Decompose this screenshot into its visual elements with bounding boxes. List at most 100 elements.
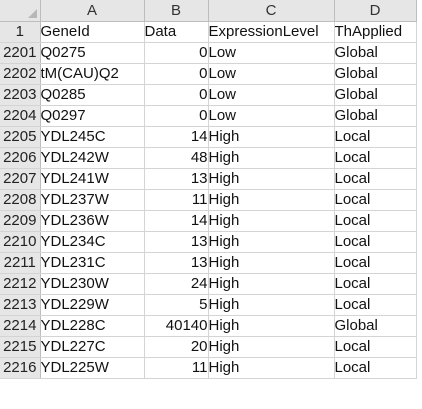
cell-a[interactable]: YDL230W bbox=[40, 273, 145, 295]
cell-c[interactable]: ExpressionLevel bbox=[208, 21, 335, 43]
cell-a[interactable]: YDL236W bbox=[40, 210, 145, 232]
cell-d[interactable]: Global bbox=[334, 63, 417, 85]
cell-c[interactable]: High bbox=[208, 294, 335, 316]
cell-b[interactable]: 0 bbox=[144, 84, 209, 106]
row-header[interactable]: 2201 bbox=[0, 42, 41, 64]
cell-d[interactable]: Local bbox=[334, 210, 417, 232]
cell-d[interactable]: Local bbox=[334, 231, 417, 253]
cell-b[interactable]: Data bbox=[144, 21, 209, 43]
cell-a[interactable]: GeneId bbox=[40, 21, 145, 43]
table-row: 2214 YDL228C 40140 High Global bbox=[0, 315, 417, 337]
cell-c[interactable]: High bbox=[208, 315, 335, 337]
cell-d[interactable]: ThApplied bbox=[334, 21, 417, 43]
column-header-a[interactable]: A bbox=[40, 0, 145, 22]
cell-b[interactable]: 13 bbox=[144, 168, 209, 190]
cell-a[interactable]: Q0275 bbox=[40, 42, 145, 64]
cell-b[interactable]: 24 bbox=[144, 273, 209, 295]
cell-a[interactable]: YDL237W bbox=[40, 189, 145, 211]
row-header[interactable]: 2215 bbox=[0, 336, 41, 358]
cell-b[interactable]: 0 bbox=[144, 63, 209, 85]
column-header-c[interactable]: C bbox=[208, 0, 335, 22]
cell-c[interactable]: High bbox=[208, 189, 335, 211]
cell-d[interactable]: Global bbox=[334, 105, 417, 127]
cell-b[interactable]: 5 bbox=[144, 294, 209, 316]
cell-c[interactable]: Low bbox=[208, 84, 335, 106]
cell-d[interactable]: Local bbox=[334, 273, 417, 295]
row-header[interactable]: 2212 bbox=[0, 273, 41, 295]
cell-c[interactable]: High bbox=[208, 147, 335, 169]
row-header[interactable]: 2202 bbox=[0, 63, 41, 85]
select-all-button[interactable] bbox=[0, 0, 41, 22]
table-row: 2208 YDL237W 11 High Local bbox=[0, 189, 417, 211]
cell-b[interactable]: 14 bbox=[144, 210, 209, 232]
cell-d[interactable]: Local bbox=[334, 252, 417, 274]
cell-a[interactable]: YDL225W bbox=[40, 357, 145, 379]
cell-b[interactable]: 0 bbox=[144, 105, 209, 127]
row-header[interactable]: 2214 bbox=[0, 315, 41, 337]
row-header[interactable]: 2204 bbox=[0, 105, 41, 127]
cell-c[interactable]: Low bbox=[208, 63, 335, 85]
cell-c[interactable]: Low bbox=[208, 42, 335, 64]
row-header[interactable]: 2205 bbox=[0, 126, 41, 148]
row-header[interactable]: 2208 bbox=[0, 189, 41, 211]
cell-b[interactable]: 40140 bbox=[144, 315, 209, 337]
cell-d[interactable]: Local bbox=[334, 357, 417, 379]
cell-c[interactable]: High bbox=[208, 168, 335, 190]
cell-c[interactable]: High bbox=[208, 273, 335, 295]
cell-a[interactable]: tM(CAU)Q2 bbox=[40, 63, 145, 85]
table-row: 2210 YDL234C 13 High Local bbox=[0, 231, 417, 253]
cell-a[interactable]: YDL227C bbox=[40, 336, 145, 358]
cell-d[interactable]: Local bbox=[334, 294, 417, 316]
spreadsheet-grid: A B C D 1 GeneId Data ExpressionLevel ThAppl… bbox=[0, 0, 417, 379]
row-header[interactable]: 2211 bbox=[0, 252, 41, 274]
cell-d[interactable]: Local bbox=[334, 168, 417, 190]
table-row: 2211 YDL231C 13 High Local bbox=[0, 252, 417, 274]
cell-d[interactable]: Global bbox=[334, 315, 417, 337]
cell-d[interactable]: Global bbox=[334, 84, 417, 106]
cell-c[interactable]: High bbox=[208, 210, 335, 232]
cell-b[interactable]: 13 bbox=[144, 252, 209, 274]
cell-d[interactable]: Local bbox=[334, 147, 417, 169]
cell-b[interactable]: 11 bbox=[144, 357, 209, 379]
cell-a[interactable]: YDL242W bbox=[40, 147, 145, 169]
cell-a[interactable]: YDL245C bbox=[40, 126, 145, 148]
cell-a[interactable]: YDL234C bbox=[40, 231, 145, 253]
cell-c[interactable]: Low bbox=[208, 105, 335, 127]
row-header[interactable]: 2203 bbox=[0, 84, 41, 106]
cell-c[interactable]: High bbox=[208, 126, 335, 148]
cell-c[interactable]: High bbox=[208, 231, 335, 253]
cell-c[interactable]: High bbox=[208, 252, 335, 274]
cell-c[interactable]: High bbox=[208, 357, 335, 379]
cell-d[interactable]: Global bbox=[334, 42, 417, 64]
cell-b[interactable]: 20 bbox=[144, 336, 209, 358]
row-header[interactable]: 2209 bbox=[0, 210, 41, 232]
cell-b[interactable]: 48 bbox=[144, 147, 209, 169]
cell-a[interactable]: YDL241W bbox=[40, 168, 145, 190]
cell-d[interactable]: Local bbox=[334, 336, 417, 358]
table-row: 1 GeneId Data ExpressionLevel ThApplied bbox=[0, 21, 417, 43]
row-header[interactable]: 2213 bbox=[0, 294, 41, 316]
column-header-b[interactable]: B bbox=[144, 0, 209, 22]
row-header[interactable]: 2216 bbox=[0, 357, 41, 379]
row-header[interactable]: 1 bbox=[0, 21, 41, 43]
cell-a[interactable]: YDL228C bbox=[40, 315, 145, 337]
table-row: 2213 YDL229W 5 High Local bbox=[0, 294, 417, 316]
cell-a[interactable]: YDL231C bbox=[40, 252, 145, 274]
row-header[interactable]: 2206 bbox=[0, 147, 41, 169]
cell-d[interactable]: Local bbox=[334, 126, 417, 148]
row-header[interactable]: 2210 bbox=[0, 231, 41, 253]
table-row: 2205 YDL245C 14 High Local bbox=[0, 126, 417, 148]
cell-b[interactable]: 0 bbox=[144, 42, 209, 64]
cell-b[interactable]: 13 bbox=[144, 231, 209, 253]
cell-c[interactable]: High bbox=[208, 336, 335, 358]
table-row: 2201 Q0275 0 Low Global bbox=[0, 42, 417, 64]
column-header-d[interactable]: D bbox=[334, 0, 417, 22]
cell-b[interactable]: 11 bbox=[144, 189, 209, 211]
cell-a[interactable]: YDL229W bbox=[40, 294, 145, 316]
table-row: 2212 YDL230W 24 High Local bbox=[0, 273, 417, 295]
cell-b[interactable]: 14 bbox=[144, 126, 209, 148]
row-header[interactable]: 2207 bbox=[0, 168, 41, 190]
cell-a[interactable]: Q0285 bbox=[40, 84, 145, 106]
cell-a[interactable]: Q0297 bbox=[40, 105, 145, 127]
cell-d[interactable]: Local bbox=[334, 189, 417, 211]
